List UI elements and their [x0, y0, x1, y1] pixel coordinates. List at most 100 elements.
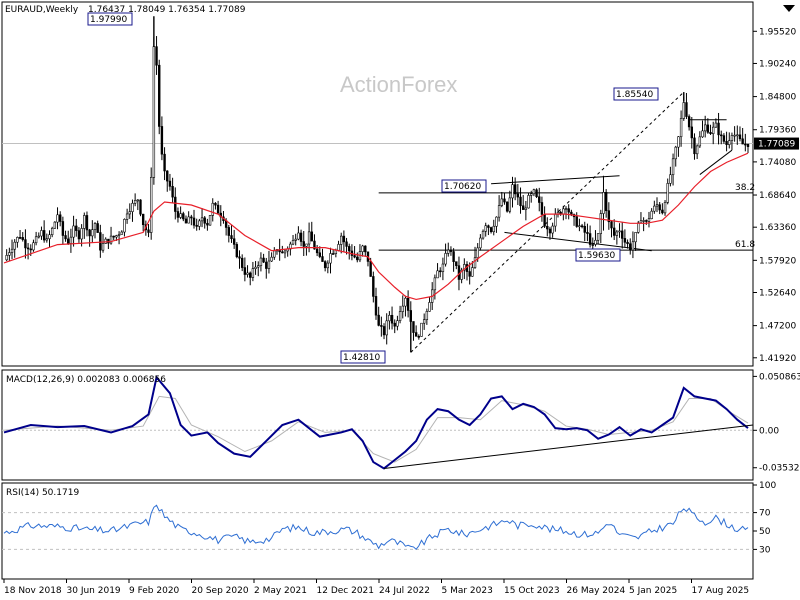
candle-body	[476, 247, 479, 259]
candle-body	[626, 241, 629, 245]
candle-body	[615, 231, 619, 236]
candle-body	[679, 118, 683, 138]
candle-body	[67, 238, 70, 244]
candle-body	[238, 256, 241, 259]
candle-body	[650, 210, 653, 220]
candle-body	[208, 215, 212, 226]
candle-body	[738, 134, 742, 140]
candle-body	[744, 143, 747, 146]
sma-line	[3, 152, 749, 301]
candle-body	[345, 241, 348, 247]
macd-trendline	[383, 424, 754, 469]
candle-body	[452, 251, 455, 262]
candle-body	[382, 326, 386, 336]
current-price-label: 1.77089	[758, 140, 795, 150]
candle-body	[725, 141, 728, 145]
annotation-label: 1.42810	[343, 353, 380, 363]
candle-body	[602, 192, 605, 214]
candle-body	[125, 213, 129, 220]
price-lines	[3, 152, 749, 301]
candle-body	[50, 227, 54, 236]
candle-body	[645, 220, 648, 222]
candle-body	[72, 225, 75, 238]
candle-body	[5, 255, 8, 261]
candle-body	[508, 197, 512, 212]
annotation-label: 1.70620	[444, 182, 481, 192]
candle-body	[441, 263, 445, 272]
candle-body	[687, 116, 691, 128]
candle-body	[21, 237, 24, 240]
candle-body	[439, 270, 442, 273]
price-axis: 1.95520 1.90240 1.84800 1.79360 1.74080 1.686…	[753, 27, 799, 364]
candle-body	[18, 237, 22, 239]
candle-body	[575, 216, 578, 227]
macd-tick-label: 0.050863	[759, 372, 800, 382]
candle-body	[251, 268, 255, 278]
candle-body	[527, 195, 530, 209]
candle-body	[128, 211, 131, 215]
candle-body	[706, 124, 710, 133]
candle-body	[302, 241, 305, 247]
candle-body	[10, 248, 14, 253]
candle-body	[444, 253, 447, 265]
time-tick-label: 20 Sep 2020	[192, 586, 249, 596]
rsi-title: RSI(14) 50.1719	[6, 488, 79, 498]
candle-body	[516, 193, 520, 198]
candle-body	[16, 237, 19, 243]
candle-body	[8, 252, 11, 256]
candle-body	[447, 249, 450, 254]
candle-body	[190, 216, 193, 219]
candle-body	[155, 46, 158, 66]
time-tick-label: 9 Feb 2020	[129, 586, 180, 596]
candles	[5, 16, 750, 353]
candle-body	[484, 225, 487, 232]
candle-body	[29, 248, 32, 251]
candle-body	[604, 192, 608, 211]
candle-body	[728, 140, 731, 145]
candle-body	[174, 196, 177, 212]
candle-body	[305, 243, 308, 247]
candle-body	[139, 199, 142, 215]
macd-main-line	[3, 375, 749, 470]
time-tick-label: 18 Nov 2018	[4, 586, 62, 596]
candle-body	[677, 136, 680, 148]
candle-body	[653, 205, 656, 212]
candle-body	[695, 145, 699, 155]
candle-body	[425, 311, 429, 321]
candle-body	[703, 124, 707, 132]
candle-body	[53, 221, 57, 229]
price-tick-label: 1.95520	[759, 27, 796, 37]
candle-body	[34, 236, 38, 244]
candle-body	[318, 252, 321, 257]
candle-body	[503, 198, 506, 203]
candle-body	[436, 270, 439, 279]
candle-body	[642, 220, 645, 222]
candle-body	[714, 122, 718, 128]
watermark: ActionForex	[340, 72, 457, 97]
annotation-box	[441, 179, 487, 193]
candle-body	[468, 271, 471, 277]
candle-body	[666, 183, 669, 203]
rsi-lines: 100 70 50 30	[2, 481, 776, 555]
candle-body	[631, 241, 635, 251]
candle-body	[385, 320, 388, 336]
candle-body	[629, 243, 632, 251]
candle-body	[562, 208, 565, 215]
candle-body	[117, 234, 121, 236]
candle-body	[147, 229, 150, 233]
candle-body	[409, 310, 412, 322]
candle-body	[682, 102, 685, 119]
price-tick-label: 1.68640	[759, 191, 796, 201]
candle-body	[131, 202, 134, 212]
candle-body	[637, 222, 640, 233]
candle-body	[166, 170, 169, 182]
candle-body	[599, 213, 603, 234]
candle-body	[77, 230, 81, 240]
candle-body	[214, 202, 217, 206]
candle-body	[206, 222, 209, 226]
candle-body	[26, 247, 30, 250]
chevron-down-icon[interactable]	[783, 5, 795, 12]
candle-body	[123, 219, 126, 233]
time-tick-label: 5 Jan 2025	[629, 586, 677, 596]
candle-body	[495, 216, 498, 227]
